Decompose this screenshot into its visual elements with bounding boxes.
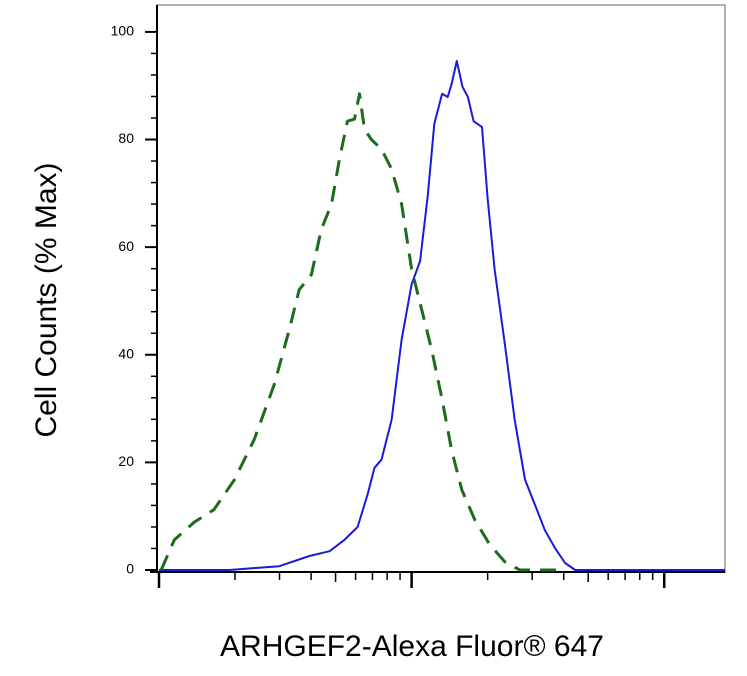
y-tick-label: 20: [118, 453, 134, 469]
y-tick-label: 80: [118, 130, 134, 146]
x-axis-title: ARHGEF2-Alexa Fluor® 647: [220, 630, 604, 663]
y-tick-label: 60: [118, 238, 134, 254]
histogram-line: [159, 92, 561, 572]
y-tick-label: 40: [118, 345, 134, 361]
histogram-line: [159, 60, 725, 571]
plot-frame: [156, 4, 726, 573]
y-tick-label: 0: [126, 561, 134, 577]
y-tick-label: 100: [111, 23, 135, 39]
y-axis-title: Cell Counts (% Max): [30, 162, 63, 437]
